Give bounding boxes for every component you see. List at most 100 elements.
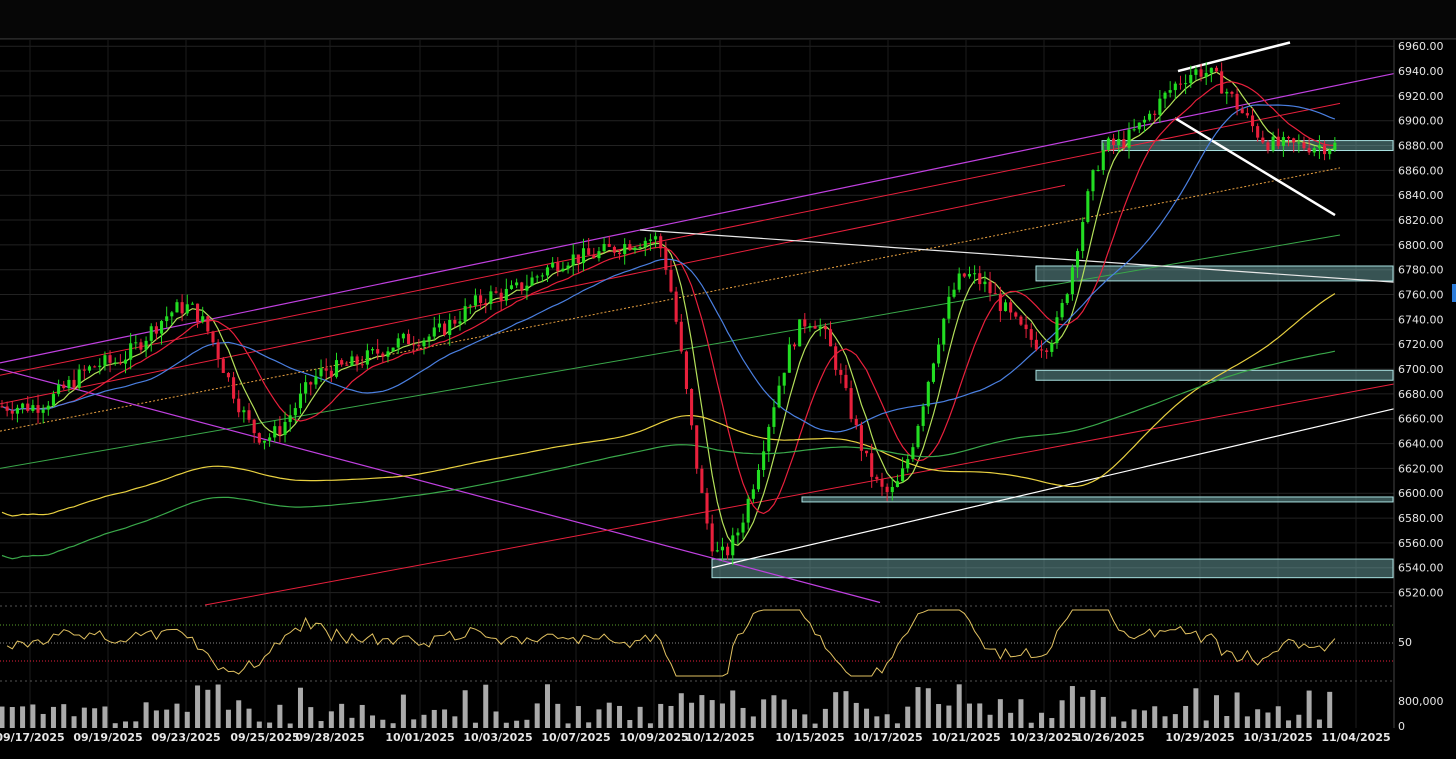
candle-body bbox=[93, 366, 97, 368]
candle-body bbox=[751, 489, 755, 499]
volume-bar bbox=[596, 709, 602, 728]
candle-body bbox=[98, 365, 102, 368]
volume-bar bbox=[123, 721, 129, 728]
volume-bar bbox=[905, 706, 911, 728]
candle-body bbox=[118, 362, 122, 364]
candle-body bbox=[993, 293, 997, 295]
volume-bar bbox=[0, 706, 5, 728]
candle-body bbox=[787, 344, 791, 373]
volume-bar bbox=[1172, 714, 1178, 728]
volume-bar bbox=[1039, 712, 1045, 728]
volume-bar bbox=[689, 702, 695, 728]
candle-body bbox=[46, 405, 50, 410]
candle-body bbox=[108, 355, 112, 363]
trend-line-red bbox=[0, 184, 1066, 405]
candle-body bbox=[422, 340, 426, 347]
candle-body bbox=[839, 369, 843, 375]
candle-body bbox=[87, 366, 92, 371]
candle-body bbox=[700, 468, 704, 493]
candle-body bbox=[509, 285, 514, 289]
volume-bar bbox=[40, 713, 46, 728]
candle-body bbox=[489, 291, 493, 304]
trend-line-dotted bbox=[0, 167, 1341, 432]
volume-tick-label: 800,000 bbox=[1398, 695, 1444, 708]
volume-bar bbox=[493, 711, 499, 728]
candle-body bbox=[1271, 136, 1275, 151]
candle-body bbox=[942, 318, 946, 345]
volume-bar bbox=[267, 722, 273, 728]
candle-body bbox=[149, 326, 153, 341]
candle-body bbox=[1250, 115, 1255, 127]
candle-body bbox=[623, 244, 627, 255]
candle-body bbox=[674, 291, 678, 322]
candle-body bbox=[1245, 113, 1249, 116]
x-tick-label: 10/03/2025 bbox=[463, 731, 532, 744]
support-zone bbox=[1035, 265, 1394, 282]
candle-body bbox=[154, 326, 158, 334]
candle-body bbox=[998, 293, 1002, 312]
y-tick-label: 6880.00 bbox=[1398, 140, 1444, 153]
candle-body bbox=[911, 447, 915, 460]
volume-bar bbox=[617, 705, 623, 728]
candle-body bbox=[921, 406, 925, 426]
volume-bar bbox=[781, 699, 787, 728]
moving-averages bbox=[1, 71, 1336, 560]
candle-body bbox=[1148, 113, 1152, 120]
candle-body bbox=[1039, 349, 1044, 351]
volume-bar bbox=[1183, 705, 1189, 728]
candle-body bbox=[247, 410, 251, 420]
candle-body bbox=[1209, 67, 1213, 73]
volume-bar bbox=[30, 704, 36, 728]
volume-bar bbox=[792, 709, 798, 728]
candle-body bbox=[386, 351, 390, 357]
candle-body bbox=[669, 269, 673, 292]
candle-body bbox=[772, 407, 776, 427]
rsi-tick-label: 50 bbox=[1398, 636, 1412, 649]
candle-body bbox=[865, 450, 869, 454]
candle-body bbox=[437, 323, 441, 328]
candle-body bbox=[324, 368, 328, 371]
y-tick-label: 6540.00 bbox=[1398, 562, 1444, 575]
volume-bar bbox=[1090, 690, 1096, 728]
candle-body bbox=[1297, 142, 1301, 144]
volume-bar bbox=[966, 703, 972, 728]
volume-bar bbox=[1049, 718, 1055, 728]
candle-body bbox=[242, 410, 246, 413]
x-tick-label: 09/23/2025 bbox=[151, 731, 220, 744]
volume-bar bbox=[627, 720, 633, 728]
candle-body bbox=[612, 246, 616, 253]
volume-bar bbox=[534, 703, 540, 728]
x-tick-label: 10/07/2025 bbox=[541, 731, 610, 744]
candle-body bbox=[226, 373, 230, 378]
candle-body bbox=[1220, 71, 1224, 94]
candle-body bbox=[1065, 294, 1069, 303]
volume-bar bbox=[1286, 720, 1292, 728]
candle-body bbox=[648, 239, 652, 241]
volume-bar bbox=[740, 707, 746, 728]
candle-body bbox=[551, 262, 555, 268]
zones bbox=[711, 140, 1394, 579]
volume-tick-label: 0 bbox=[1398, 720, 1405, 733]
candle-body bbox=[931, 363, 935, 382]
candle-body bbox=[329, 370, 333, 377]
candle-body bbox=[134, 342, 138, 344]
volume-bar bbox=[977, 703, 983, 728]
candle-body bbox=[345, 364, 349, 366]
candle-body bbox=[859, 425, 863, 451]
volume-bar bbox=[246, 708, 252, 728]
candle-body bbox=[1307, 148, 1311, 153]
volume-bar bbox=[1111, 716, 1117, 728]
candle-body bbox=[494, 291, 498, 293]
volume-bar bbox=[1203, 720, 1209, 728]
y-tick-label: 6780.00 bbox=[1398, 264, 1444, 277]
x-tick-label: 09/28/2025 bbox=[295, 731, 364, 744]
candle-body bbox=[453, 320, 457, 324]
candle-body bbox=[834, 346, 838, 370]
volume-bar bbox=[318, 721, 324, 728]
x-tick-label: 10/29/2025 bbox=[1165, 731, 1234, 744]
candle-body bbox=[1055, 317, 1059, 344]
x-tick-label: 10/12/2025 bbox=[685, 731, 754, 744]
candle-body bbox=[391, 347, 395, 352]
y-tick-label: 6520.00 bbox=[1398, 587, 1444, 600]
